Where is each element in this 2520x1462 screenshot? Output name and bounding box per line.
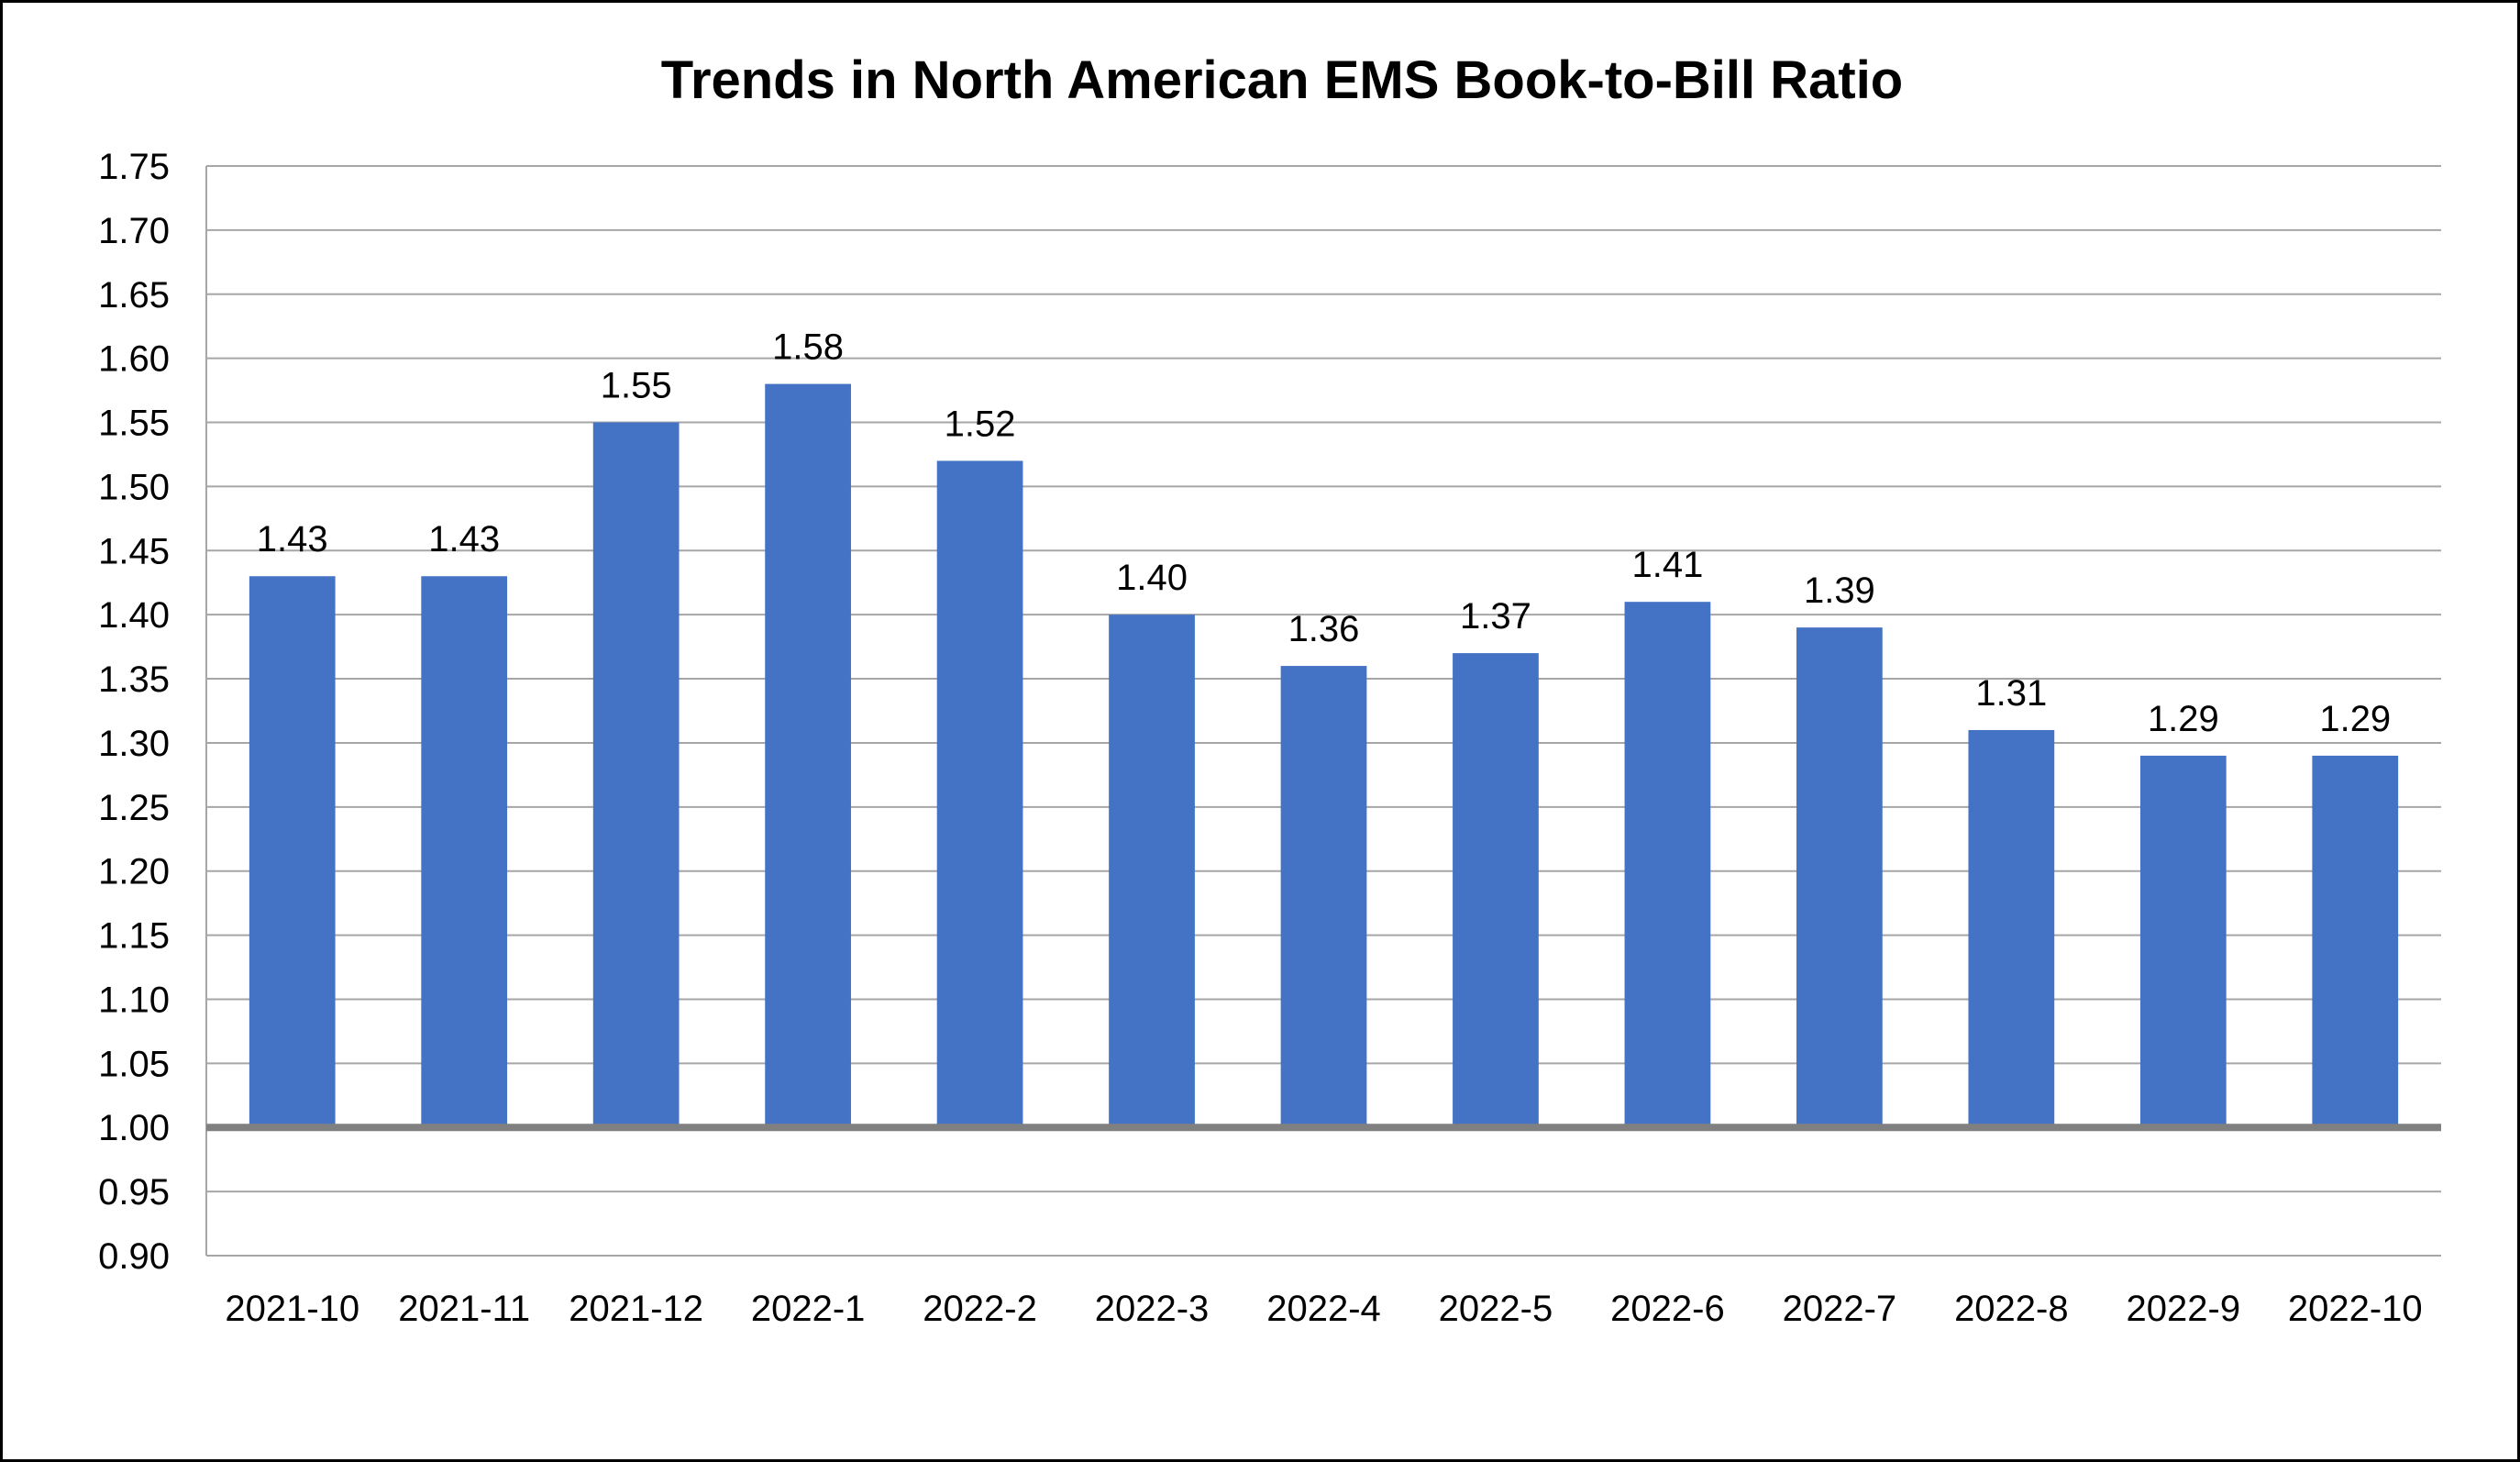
y-tick-label: 1.65 (98, 275, 170, 316)
bar (765, 383, 851, 1128)
bar (1109, 615, 1195, 1128)
y-tick-label: 1.30 (98, 724, 170, 764)
data-label: 1.29 (2148, 699, 2219, 739)
bar (249, 576, 336, 1128)
bar (1453, 653, 1539, 1128)
y-tick-label: 0.90 (98, 1236, 170, 1277)
y-tick-label: 1.25 (98, 788, 170, 828)
x-tick-label: 2022-1 (751, 1289, 866, 1329)
y-tick-label: 0.95 (98, 1172, 170, 1213)
y-tick-label: 1.60 (98, 339, 170, 380)
x-tick-label: 2021-11 (398, 1289, 530, 1329)
y-tick-label: 1.10 (98, 980, 170, 1020)
bar (1624, 602, 1711, 1128)
data-label: 1.36 (1288, 609, 1360, 649)
bar (421, 576, 508, 1128)
bar (1968, 729, 2055, 1128)
y-tick-label: 1.50 (98, 467, 170, 507)
x-tick-label: 2021-12 (569, 1289, 703, 1329)
bar (1280, 666, 1367, 1128)
x-tick-label: 2022-4 (1266, 1289, 1381, 1329)
x-tick-label: 2022-6 (1610, 1289, 1725, 1329)
y-tick-label: 1.55 (98, 404, 170, 444)
x-tick-label: 2022-7 (1783, 1289, 1897, 1329)
y-tick-label: 1.40 (98, 595, 170, 636)
data-label: 1.39 (1804, 570, 1875, 611)
data-label: 1.37 (1460, 596, 1531, 637)
x-tick-label: 2022-3 (1095, 1289, 1210, 1329)
bar (1796, 627, 1883, 1128)
x-tick-label: 2022-8 (1954, 1289, 2069, 1329)
y-tick-label: 1.20 (98, 852, 170, 892)
y-tick-label: 1.45 (98, 531, 170, 571)
y-tick-label: 1.35 (98, 659, 170, 700)
data-label: 1.43 (428, 519, 500, 559)
x-tick-label: 2022-9 (2127, 1289, 2241, 1329)
data-label: 1.29 (2319, 699, 2391, 739)
y-tick-label: 1.70 (98, 211, 170, 251)
data-label: 1.55 (601, 366, 672, 406)
bar (2139, 755, 2227, 1128)
y-tick-label: 1.00 (98, 1108, 170, 1148)
data-label: 1.43 (257, 519, 328, 559)
x-tick-label: 2022-5 (1439, 1289, 1553, 1329)
data-label: 1.40 (1116, 558, 1188, 598)
data-label: 1.58 (772, 327, 844, 368)
chart-title: Trends in North American EMS Book-to-Bil… (661, 50, 1904, 110)
bar (2312, 755, 2399, 1128)
y-tick-label: 1.15 (98, 916, 170, 957)
bar (936, 460, 1023, 1128)
y-tick-label: 1.75 (98, 147, 170, 187)
data-label: 1.41 (1631, 545, 1703, 585)
x-tick-label: 2022-10 (2288, 1289, 2423, 1329)
bar (592, 422, 680, 1128)
data-label: 1.52 (945, 404, 1016, 444)
data-label: 1.31 (1975, 673, 2047, 714)
y-tick-label: 1.05 (98, 1044, 170, 1084)
x-tick-label: 2022-2 (923, 1289, 1037, 1329)
x-tick-label: 2021-10 (225, 1289, 359, 1329)
